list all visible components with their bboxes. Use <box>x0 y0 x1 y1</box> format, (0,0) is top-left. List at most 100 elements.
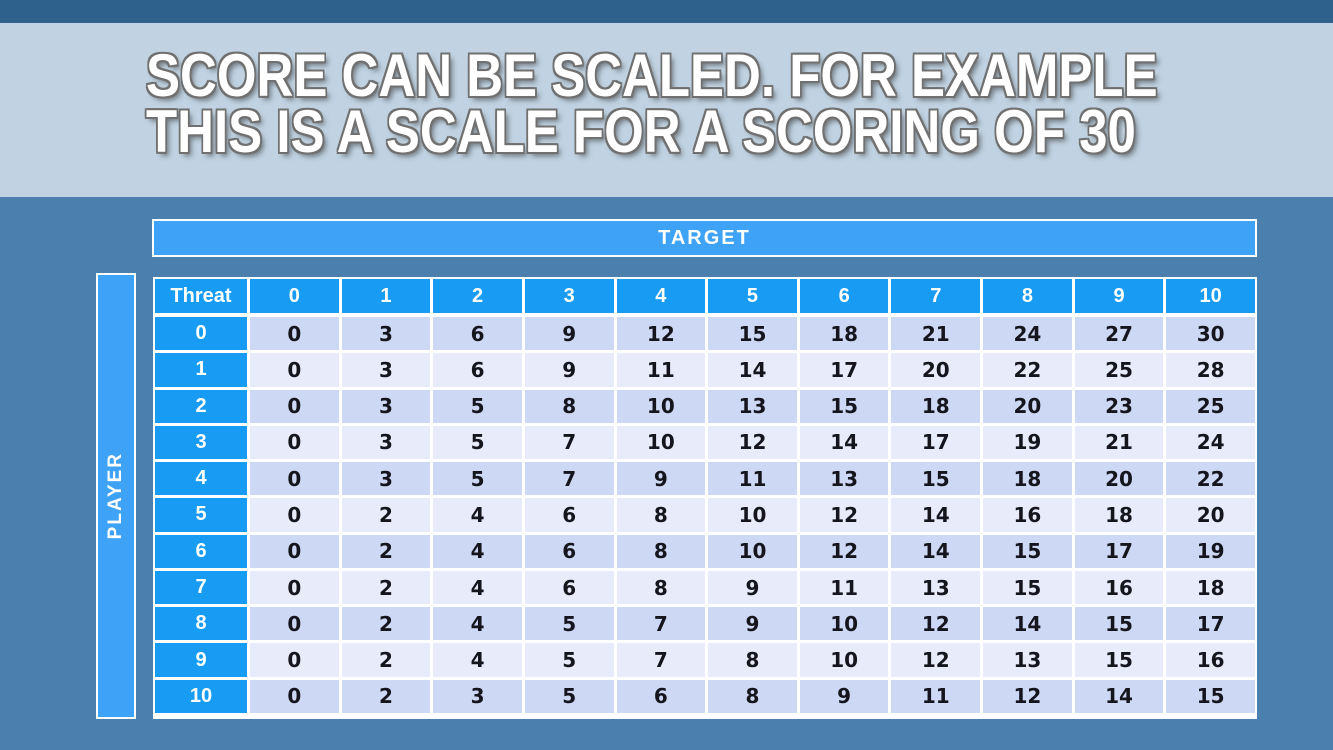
score-cell-r6-c10: 19 <box>1166 534 1255 568</box>
column-header-2: 2 <box>433 279 522 313</box>
score-cell-r5-c8: 16 <box>983 498 1072 532</box>
score-cell-r7-c8: 15 <box>983 570 1072 605</box>
score-cell-r2-c8: 20 <box>983 389 1072 423</box>
score-cell-r8-c8: 14 <box>983 607 1072 641</box>
row-header-6: 6 <box>155 534 247 568</box>
column-header-3: 3 <box>524 279 614 313</box>
score-cell-r7-c6: 11 <box>799 570 889 605</box>
score-cell-r10-c5: 8 <box>708 679 797 713</box>
score-cell-r0-c4: 12 <box>616 317 706 351</box>
score-cell-r10-c3: 5 <box>524 679 614 713</box>
target-header-bar: TARGET <box>152 219 1257 257</box>
score-cell-r7-c4: 8 <box>616 570 706 605</box>
score-cell-r2-c3: 8 <box>524 389 614 423</box>
score-cell-r3-c8: 19 <box>983 425 1072 460</box>
score-cell-r5-c3: 6 <box>524 498 614 532</box>
column-header-8: 8 <box>983 279 1072 313</box>
score-cell-r6-c6: 12 <box>799 534 889 568</box>
score-cell-r0-c6: 18 <box>799 317 889 351</box>
score-cell-r0-c9: 27 <box>1074 317 1164 351</box>
score-cell-r2-c9: 23 <box>1074 389 1164 423</box>
score-cell-r9-c5: 8 <box>708 643 797 677</box>
score-cell-r3-c10: 24 <box>1166 425 1255 460</box>
score-cell-r8-c10: 17 <box>1166 607 1255 641</box>
score-cell-r6-c7: 14 <box>891 534 981 568</box>
score-cell-r2-c2: 5 <box>433 389 522 423</box>
score-cell-r1-c10: 28 <box>1166 353 1255 387</box>
score-cell-r10-c8: 12 <box>983 679 1072 713</box>
score-cell-r6-c5: 10 <box>708 534 797 568</box>
score-cell-r8-c5: 9 <box>708 607 797 641</box>
score-cell-r6-c8: 15 <box>983 534 1072 568</box>
column-header-9: 9 <box>1074 279 1164 313</box>
score-cell-r6-c9: 17 <box>1074 534 1164 568</box>
column-header-5: 5 <box>708 279 797 313</box>
score-cell-r4-c1: 3 <box>341 462 431 496</box>
score-cell-r0-c5: 15 <box>708 317 797 351</box>
score-cell-r5-c5: 10 <box>708 498 797 532</box>
score-cell-r6-c4: 8 <box>616 534 706 568</box>
score-cell-r3-c9: 21 <box>1074 425 1164 460</box>
top-strip <box>0 0 1333 23</box>
player-label: PLAYER <box>105 452 126 540</box>
column-header-1: 1 <box>341 279 431 313</box>
score-cell-r9-c10: 16 <box>1166 643 1255 677</box>
score-cell-r1-c4: 11 <box>616 353 706 387</box>
score-cell-r4-c3: 7 <box>524 462 614 496</box>
score-cell-r0-c3: 9 <box>524 317 614 351</box>
row-header-2: 2 <box>155 389 247 423</box>
score-cell-r4-c10: 22 <box>1166 462 1255 496</box>
row-header-5: 5 <box>155 498 247 532</box>
score-cell-r4-c2: 5 <box>433 462 522 496</box>
score-cell-r1-c2: 6 <box>433 353 522 387</box>
score-cell-r1-c3: 9 <box>524 353 614 387</box>
score-cell-r8-c2: 4 <box>433 607 522 641</box>
title-band <box>0 23 1333 197</box>
score-cell-r8-c6: 10 <box>799 607 889 641</box>
score-cell-r5-c1: 2 <box>341 498 431 532</box>
score-cell-r0-c2: 6 <box>433 317 522 351</box>
score-cell-r2-c1: 3 <box>341 389 431 423</box>
score-cell-r3-c6: 14 <box>799 425 889 460</box>
score-cell-r5-c2: 4 <box>433 498 522 532</box>
slide-title: SCORE CAN BE SCALED. FOR EXAMPLE THIS IS… <box>146 42 1158 162</box>
player-header-bar: PLAYER <box>96 273 136 719</box>
row-header-8: 8 <box>155 607 247 641</box>
slide-title-line-1: SCORE CAN BE SCALED. FOR EXAMPLE <box>146 42 1158 109</box>
score-cell-r4-c4: 9 <box>616 462 706 496</box>
score-cell-r1-c1: 3 <box>341 353 431 387</box>
score-table: Threat 0 1 2 3 4 5 6 7 8 9 10 0 0 3 6 9 12 15 18 21 24 27 30 1… <box>153 277 1257 719</box>
score-cell-r9-c8: 13 <box>983 643 1072 677</box>
score-cell-r5-c0: 0 <box>250 498 339 532</box>
row-header-10: 10 <box>155 679 247 713</box>
row-header-0: 0 <box>155 317 247 351</box>
score-cell-r8-c4: 7 <box>616 607 706 641</box>
score-cell-r10-c10: 15 <box>1166 679 1255 713</box>
score-cell-r3-c2: 5 <box>433 425 522 460</box>
score-cell-r2-c10: 25 <box>1166 389 1255 423</box>
score-cell-r1-c5: 14 <box>708 353 797 387</box>
score-cell-r4-c6: 13 <box>799 462 889 496</box>
score-cell-r4-c0: 0 <box>250 462 339 496</box>
score-cell-r1-c6: 17 <box>799 353 889 387</box>
score-cell-r1-c9: 25 <box>1074 353 1164 387</box>
score-cell-r4-c9: 20 <box>1074 462 1164 496</box>
score-cell-r7-c0: 0 <box>250 570 339 605</box>
score-cell-r3-c4: 10 <box>616 425 706 460</box>
score-table-header-row: Threat 0 1 2 3 4 5 6 7 8 9 10 <box>155 279 1255 313</box>
score-cell-r1-c0: 0 <box>250 353 339 387</box>
row-header-1: 1 <box>155 353 247 387</box>
column-header-6: 6 <box>799 279 889 313</box>
score-cell-r9-c0: 0 <box>250 643 339 677</box>
score-cell-r9-c1: 2 <box>341 643 431 677</box>
score-cell-r2-c7: 18 <box>891 389 981 423</box>
score-cell-r1-c8: 22 <box>983 353 1072 387</box>
score-cell-r3-c0: 0 <box>250 425 339 460</box>
score-cell-r10-c2: 3 <box>433 679 522 713</box>
score-cell-r0-c10: 30 <box>1166 317 1255 351</box>
score-cell-r2-c5: 13 <box>708 389 797 423</box>
score-cell-r8-c0: 0 <box>250 607 339 641</box>
row-header-7: 7 <box>155 570 247 605</box>
score-cell-r0-c1: 3 <box>341 317 431 351</box>
score-cell-r10-c9: 14 <box>1074 679 1164 713</box>
